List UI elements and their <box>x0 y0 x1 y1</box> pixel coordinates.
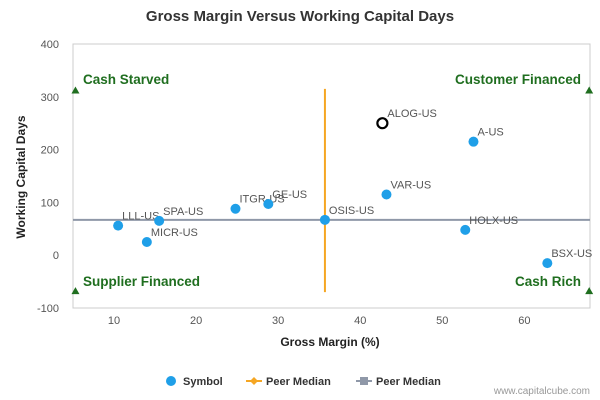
legend-label: Symbol <box>183 376 223 388</box>
x-tick-label: 60 <box>518 315 530 327</box>
data-point-label: ITGR-US <box>239 194 284 206</box>
data-point-label: VAR-US <box>390 179 431 191</box>
plot-border <box>72 43 591 309</box>
x-tick-label: 30 <box>272 315 284 327</box>
quadrant-marker-top-right <box>585 86 594 94</box>
data-point <box>319 214 330 225</box>
quadrant-label-top-left: Cash Starved <box>83 72 169 87</box>
quadrant-label-top-right: Customer Financed <box>455 72 581 87</box>
chart-title: Gross Margin Versus Working Capital Days <box>146 8 454 25</box>
quadrant-label-bottom-left: Supplier Financed <box>83 274 200 289</box>
y-tick-label: 0 <box>53 250 59 262</box>
x-tick-label: 40 <box>354 315 366 327</box>
plot-area: -100 0 100 200 300 400 10 20 30 40 50 60 Cash Starve… <box>37 39 594 327</box>
data-point-label: BSX-US <box>551 248 592 260</box>
legend-label: Peer Median <box>266 376 331 388</box>
legend: Symbol Peer Median Peer Median <box>166 376 441 388</box>
y-axis-title: Working Capital Days <box>14 115 28 238</box>
quadrant-marker-top-left <box>71 86 80 94</box>
y-tick-label: -100 <box>37 303 59 315</box>
data-point <box>154 215 165 226</box>
data-point <box>230 203 241 214</box>
y-tick-label: 400 <box>41 39 59 51</box>
data-point <box>381 189 392 200</box>
data-point-label: OSIS-US <box>329 205 374 217</box>
data-point <box>542 258 553 269</box>
data-point <box>460 224 471 235</box>
data-point-label: LLL-US <box>122 211 159 223</box>
data-point-label: HOLX-US <box>469 215 518 227</box>
x-tick-label: 10 <box>108 315 120 327</box>
credit-text: www.capitalcube.com <box>493 386 590 397</box>
data-point-label: SPA-US <box>163 206 203 218</box>
y-tick-label: 300 <box>41 92 59 104</box>
x-tick-label: 20 <box>190 315 202 327</box>
data-point <box>468 136 479 147</box>
data-point-label: MICR-US <box>151 227 198 239</box>
legend-label: Peer Median <box>376 376 441 388</box>
highlight-point <box>376 117 389 130</box>
legend-peer-median-y-square <box>360 377 368 385</box>
x-tick-label: 50 <box>436 315 448 327</box>
legend-symbol-dot <box>166 376 176 386</box>
data-point <box>263 198 274 209</box>
x-axis-title: Gross Margin (%) <box>280 335 379 349</box>
highlight-point-label: ALOG-US <box>387 108 437 120</box>
quadrant-label-bottom-right: Cash Rich <box>515 274 581 289</box>
data-point-label: GE-US <box>272 189 307 201</box>
data-point <box>141 237 152 247</box>
data-point <box>113 220 124 231</box>
quadrant-marker-bottom-left <box>71 287 80 295</box>
quadrant-marker-bottom-right <box>585 287 594 295</box>
y-tick-label: 100 <box>41 197 59 209</box>
legend-peer-median-x-diamond <box>250 377 258 385</box>
data-point-label: A-US <box>477 127 503 139</box>
y-tick-label: 200 <box>41 145 59 157</box>
